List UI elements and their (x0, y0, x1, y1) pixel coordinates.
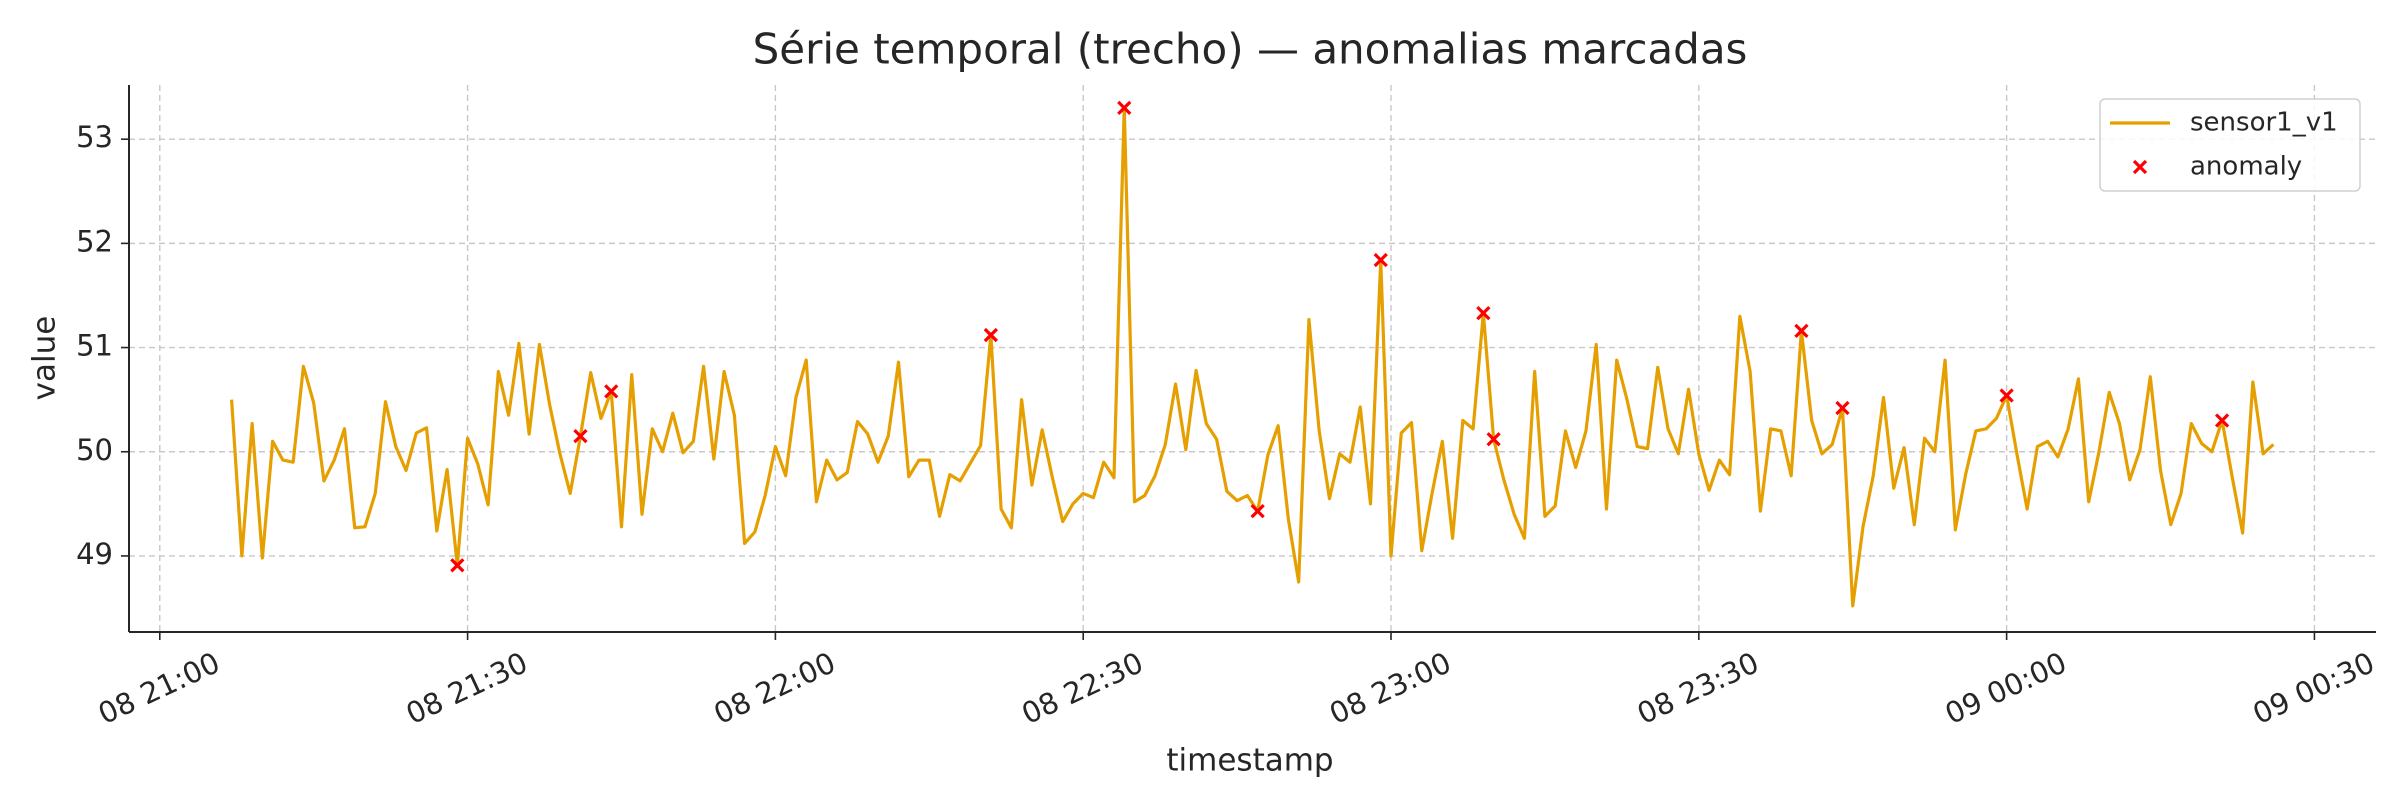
y-tick-label: 52 (76, 224, 113, 258)
anomaly-marker (1794, 323, 1809, 339)
anomaly-marker (1373, 252, 1388, 268)
anomaly-marker (1250, 504, 1265, 519)
y-tick-label: 51 (76, 329, 113, 363)
legend-label: sensor1_v1 (2190, 108, 2338, 138)
x-tick-label: 08 21:00 (93, 645, 225, 731)
chart-title: Série temporal (trecho) — anomalias marc… (753, 25, 1748, 74)
anomaly-marker (2214, 413, 2230, 428)
legend-marker (2132, 159, 2148, 175)
data-line (230, 106, 2275, 608)
x-tick-label: 08 23:00 (1324, 645, 1456, 731)
anomaly-marker (450, 558, 465, 573)
y-tick-label: 50 (76, 433, 113, 467)
anomaly-marker (1486, 432, 1501, 447)
x-tick-label: 08 21:30 (401, 645, 533, 731)
anomaly-marker (983, 327, 998, 343)
x-tick-label: 08 22:30 (1016, 645, 1148, 731)
x-tick-label: 09 00:00 (1940, 645, 2072, 731)
x-tick-label: 09 00:30 (2248, 645, 2380, 731)
anomaly-marker (573, 428, 588, 444)
y-axis-label: value (27, 316, 63, 401)
x-tick-label: 08 23:30 (1632, 645, 1764, 731)
legend-label: anomaly (2190, 152, 2302, 182)
x-tick-label: 08 22:00 (709, 645, 841, 731)
x-axis-label: timestamp (1166, 743, 1333, 779)
y-tick-label: 49 (76, 537, 113, 571)
anomaly-marker (1117, 100, 1132, 116)
anomaly-marker (1999, 388, 2014, 403)
anomaly-marker (1476, 306, 1491, 321)
y-tick-label: 53 (76, 120, 113, 154)
anomaly-marker (604, 384, 619, 399)
anomaly-marker (1835, 400, 1850, 416)
